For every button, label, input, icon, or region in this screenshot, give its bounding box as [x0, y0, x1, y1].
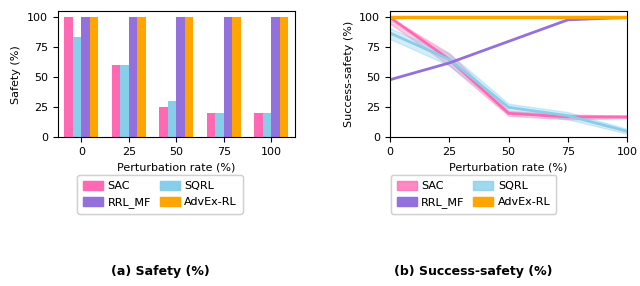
Bar	[159, 107, 168, 137]
Bar	[185, 17, 193, 137]
X-axis label: Perturbation rate (%): Perturbation rate (%)	[449, 162, 568, 172]
Bar	[271, 17, 280, 137]
Y-axis label: Success-safety (%): Success-safety (%)	[344, 21, 353, 128]
Bar	[120, 65, 129, 137]
Bar	[254, 113, 262, 137]
Bar	[176, 17, 185, 137]
Bar	[232, 17, 241, 137]
X-axis label: Perturbation rate (%): Perturbation rate (%)	[117, 162, 236, 172]
Bar	[280, 17, 288, 137]
Bar	[138, 17, 146, 137]
Legend: SAC, RRL_MF, SQRL, AdvEx-RL: SAC, RRL_MF, SQRL, AdvEx-RL	[77, 175, 243, 214]
Bar	[64, 17, 73, 137]
Bar	[90, 17, 99, 137]
Legend: SAC, RRL_MF, SQRL, AdvEx-RL: SAC, RRL_MF, SQRL, AdvEx-RL	[391, 175, 556, 214]
Bar	[215, 113, 224, 137]
Text: (b) Success-safety (%): (b) Success-safety (%)	[394, 265, 553, 277]
Bar	[129, 17, 138, 137]
Text: (a) Safety (%): (a) Safety (%)	[111, 265, 209, 277]
Bar	[81, 17, 90, 137]
Bar	[112, 65, 120, 137]
Y-axis label: Safety (%): Safety (%)	[12, 45, 21, 104]
Bar	[73, 37, 81, 137]
Bar	[207, 113, 215, 137]
Bar	[262, 113, 271, 137]
Bar	[168, 101, 176, 137]
Bar	[224, 17, 232, 137]
